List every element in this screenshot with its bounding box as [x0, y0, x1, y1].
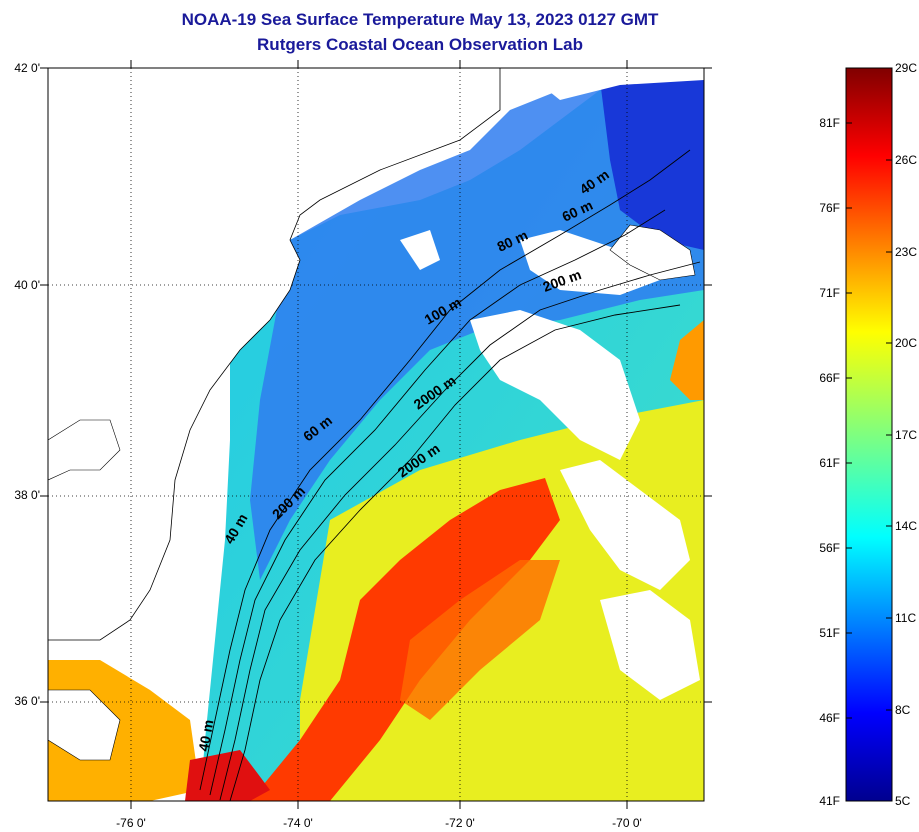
cloud-patch-2: [560, 460, 690, 590]
colorbar-f-label: 76F: [819, 201, 840, 215]
delmarva-land: [48, 419, 121, 481]
isobath-line-4: [229, 304, 681, 801]
colorbar-c-label: 5C: [895, 794, 911, 808]
colorbar-f-label: 71F: [819, 286, 840, 300]
cloud-patch-1: [470, 310, 640, 460]
isobath-line-1: [199, 149, 691, 791]
colorbar-f-label: 46F: [819, 711, 840, 725]
colorbar-f-label: 66F: [819, 371, 840, 385]
isobath-line-3: [219, 261, 701, 801]
graticule: [48, 68, 704, 801]
lat-label-36: 36 0': [14, 694, 40, 708]
cloud-patch-4: [520, 230, 660, 295]
lon-label-70: -70 0': [612, 816, 642, 830]
sst-field: [48, 68, 704, 801]
colorbar-f-label: 51F: [819, 626, 840, 640]
colorbar-c-label: 11C: [895, 611, 917, 625]
colorbar-c-label: 29C: [895, 61, 918, 75]
lon-label-72: -72 0': [445, 816, 475, 830]
nc-mainland: [48, 689, 121, 761]
map-title: NOAA-19 Sea Surface Temperature May 13, …: [181, 10, 659, 29]
colorbar-c-label: 26C: [895, 153, 918, 167]
lat-label-42: 42 0': [14, 61, 40, 75]
map-frame: [47, 67, 705, 802]
lon-label-76: -76 0': [116, 816, 146, 830]
eastern-warm-patch: [670, 320, 704, 400]
gulf-stream-edge: [400, 560, 560, 720]
cape-cod-land: [609, 224, 696, 281]
colorbar-f-label: 41F: [819, 794, 840, 808]
cloud-patch-5: [400, 230, 440, 270]
axis-ticks: [40, 60, 712, 809]
colorbar-c-label: 20C: [895, 336, 918, 350]
colorbar-c-label: 23C: [895, 245, 918, 259]
lon-label-74: -74 0': [283, 816, 313, 830]
colorbar: [845, 67, 893, 802]
map-subtitle: Rutgers Coastal Ocean Observation Lab: [257, 35, 583, 54]
us-east-coast-land: [48, 68, 501, 641]
isobath-contours: [199, 149, 701, 801]
isobath-line-2: [209, 209, 666, 796]
colorbar-c-label: 8C: [895, 703, 911, 717]
colorbar-c-label: 14C: [895, 519, 918, 533]
new-england-land: [520, 68, 704, 100]
gulf-of-maine-water: [600, 80, 704, 250]
lat-label-38: 38 0': [14, 488, 40, 502]
colorbar-f-label: 56F: [819, 541, 840, 555]
colorbar-ticks: [846, 67, 892, 802]
lat-label-40: 40 0': [14, 278, 40, 292]
colorbar-f-label: 81F: [819, 116, 840, 130]
colorbar-c-label: 17C: [895, 428, 918, 442]
gulf-stream-core: [250, 478, 560, 801]
isobath-label: 40 m: [195, 718, 216, 752]
colorbar-f-label: 61F: [819, 456, 840, 470]
cloud-patch-3: [600, 590, 700, 700]
